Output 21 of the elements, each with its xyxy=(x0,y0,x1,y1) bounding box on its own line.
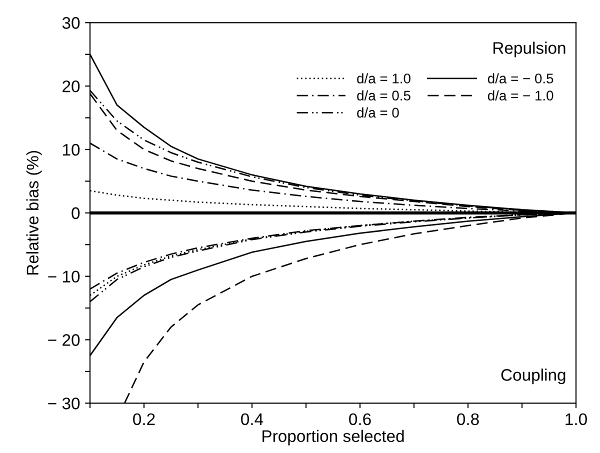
y-tick-label: − 10 xyxy=(48,270,80,283)
y-tick-label: 10 xyxy=(63,144,80,156)
legend-label: d/a = 1.0 xyxy=(357,73,410,84)
annotation: Coupling xyxy=(501,368,566,384)
legend-label: d/a = 0 xyxy=(357,107,399,118)
legend-label: d/a = − 1.0 xyxy=(488,90,554,101)
y-axis-title: Relative bias (%) xyxy=(26,150,42,275)
y-tick-label: 20 xyxy=(62,80,80,92)
legend-label: d/a = − 0.5 xyxy=(488,73,554,84)
x-tick-label: 0.8 xyxy=(457,413,479,426)
legend-label: d/a = 0.5 xyxy=(357,90,410,101)
y-tick-label: 30 xyxy=(62,17,80,29)
x-axis-title: Proportion selected xyxy=(262,430,404,446)
y-tick-label: − 20 xyxy=(48,334,80,346)
x-tick-label: 1.0 xyxy=(566,413,587,426)
annotation: Repulsion xyxy=(494,42,566,58)
x-tick-label: 0.6 xyxy=(349,413,371,426)
x-tick-label: 0.2 xyxy=(133,413,155,426)
x-tick-label: 0.4 xyxy=(241,413,264,426)
y-tick-label: − 30 xyxy=(48,398,80,410)
y-tick-label: 0 xyxy=(72,207,80,220)
